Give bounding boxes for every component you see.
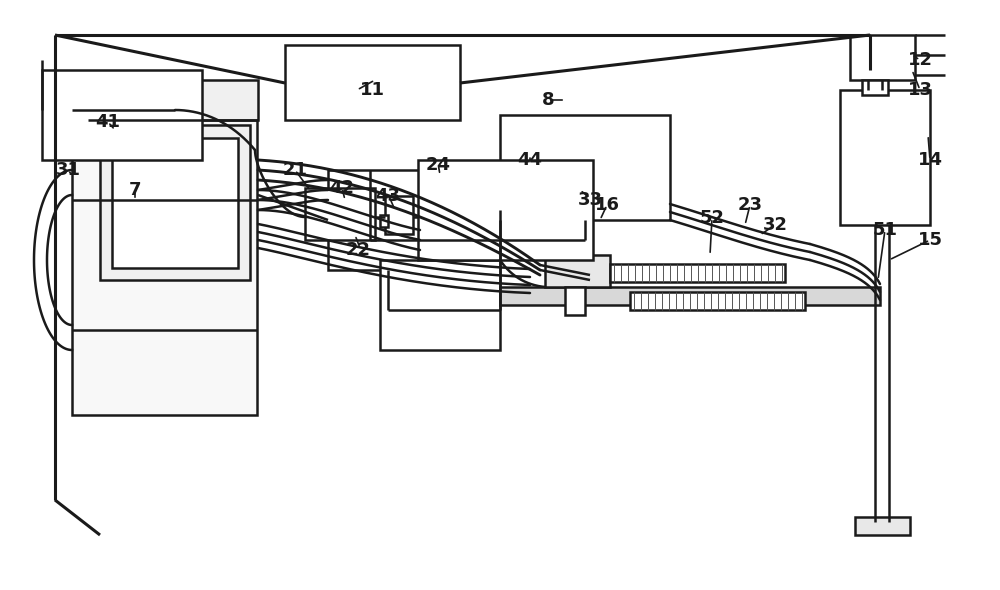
Bar bbox=[862, 80, 888, 95]
Text: 7: 7 bbox=[129, 181, 141, 199]
Text: 31: 31 bbox=[56, 161, 80, 179]
Text: 32: 32 bbox=[763, 216, 788, 234]
Bar bbox=[840, 90, 930, 225]
Text: 52: 52 bbox=[700, 209, 724, 227]
Bar bbox=[545, 255, 610, 287]
Text: 22: 22 bbox=[346, 241, 370, 259]
Bar bbox=[385, 196, 413, 234]
Text: 42: 42 bbox=[330, 179, 354, 197]
Text: 41: 41 bbox=[96, 113, 120, 131]
Bar bbox=[42, 70, 202, 160]
Bar bbox=[850, 35, 915, 80]
Text: 13: 13 bbox=[908, 81, 932, 99]
Text: 11: 11 bbox=[360, 81, 384, 99]
Bar bbox=[285, 45, 460, 120]
Bar bbox=[630, 292, 805, 310]
Bar bbox=[565, 287, 585, 315]
Text: 43: 43 bbox=[376, 187, 400, 205]
Bar bbox=[112, 138, 238, 268]
Bar bbox=[855, 517, 910, 535]
Text: 33: 33 bbox=[578, 191, 602, 209]
Bar bbox=[72, 105, 257, 415]
Text: 16: 16 bbox=[594, 196, 620, 214]
Text: 21: 21 bbox=[283, 161, 308, 179]
Text: 23: 23 bbox=[738, 196, 763, 214]
Bar bbox=[418, 160, 593, 260]
Bar bbox=[100, 125, 250, 280]
Bar bbox=[380, 260, 500, 350]
Text: 15: 15 bbox=[918, 231, 942, 249]
Text: 51: 51 bbox=[872, 221, 898, 239]
Bar bbox=[380, 215, 388, 227]
Bar bbox=[88, 80, 258, 120]
Text: 24: 24 bbox=[426, 156, 450, 174]
Bar bbox=[328, 170, 448, 270]
Text: 14: 14 bbox=[918, 151, 942, 169]
Text: 8: 8 bbox=[542, 91, 554, 109]
Text: 44: 44 bbox=[518, 151, 542, 169]
Bar bbox=[500, 287, 880, 305]
Bar bbox=[545, 245, 557, 255]
Bar bbox=[305, 188, 375, 240]
Bar bbox=[500, 115, 670, 220]
Text: 12: 12 bbox=[908, 51, 932, 69]
Bar bbox=[610, 264, 785, 282]
